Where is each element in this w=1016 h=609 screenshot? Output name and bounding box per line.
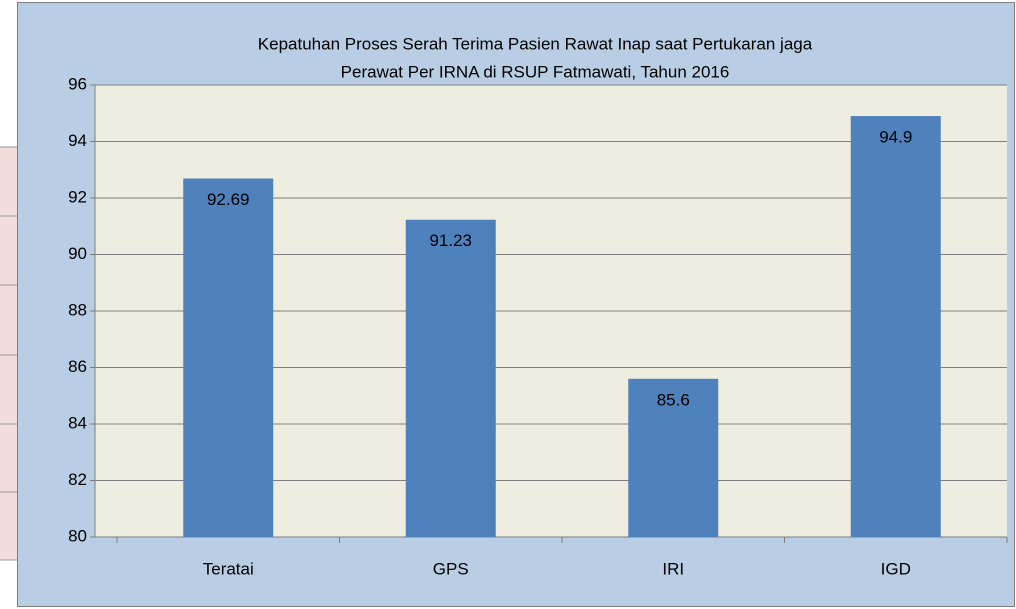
data-label: 92.69 bbox=[207, 190, 250, 209]
chart-title: Perawat Per IRNA di RSUP Fatmawati, Tahu… bbox=[341, 62, 730, 81]
bar bbox=[850, 116, 941, 537]
y-tick-label: 96 bbox=[68, 74, 87, 93]
y-tick-label: 90 bbox=[68, 244, 87, 263]
y-tick-label: 84 bbox=[68, 413, 87, 432]
y-tick-label: 94 bbox=[68, 131, 87, 150]
data-label: 91.23 bbox=[429, 231, 472, 250]
y-tick-label: 82 bbox=[68, 470, 87, 489]
chart-title: Kepatuhan Proses Serah Terima Pasien Raw… bbox=[258, 34, 813, 53]
y-tick-label: 92 bbox=[68, 187, 87, 206]
x-tick-label: IGD bbox=[881, 559, 911, 578]
y-tick-label: 86 bbox=[68, 357, 87, 376]
x-tick-label: GPS bbox=[433, 559, 469, 578]
bar bbox=[183, 178, 274, 537]
data-label: 85.6 bbox=[657, 390, 690, 409]
y-tick-label: 88 bbox=[68, 300, 87, 319]
x-tick-label: Teratai bbox=[203, 559, 254, 578]
x-tick-label: IRI bbox=[662, 559, 684, 578]
side-table bbox=[0, 0, 17, 609]
data-label: 94.9 bbox=[879, 128, 912, 147]
bar bbox=[405, 219, 496, 537]
y-tick-label: 80 bbox=[68, 526, 87, 545]
bar bbox=[628, 378, 719, 537]
